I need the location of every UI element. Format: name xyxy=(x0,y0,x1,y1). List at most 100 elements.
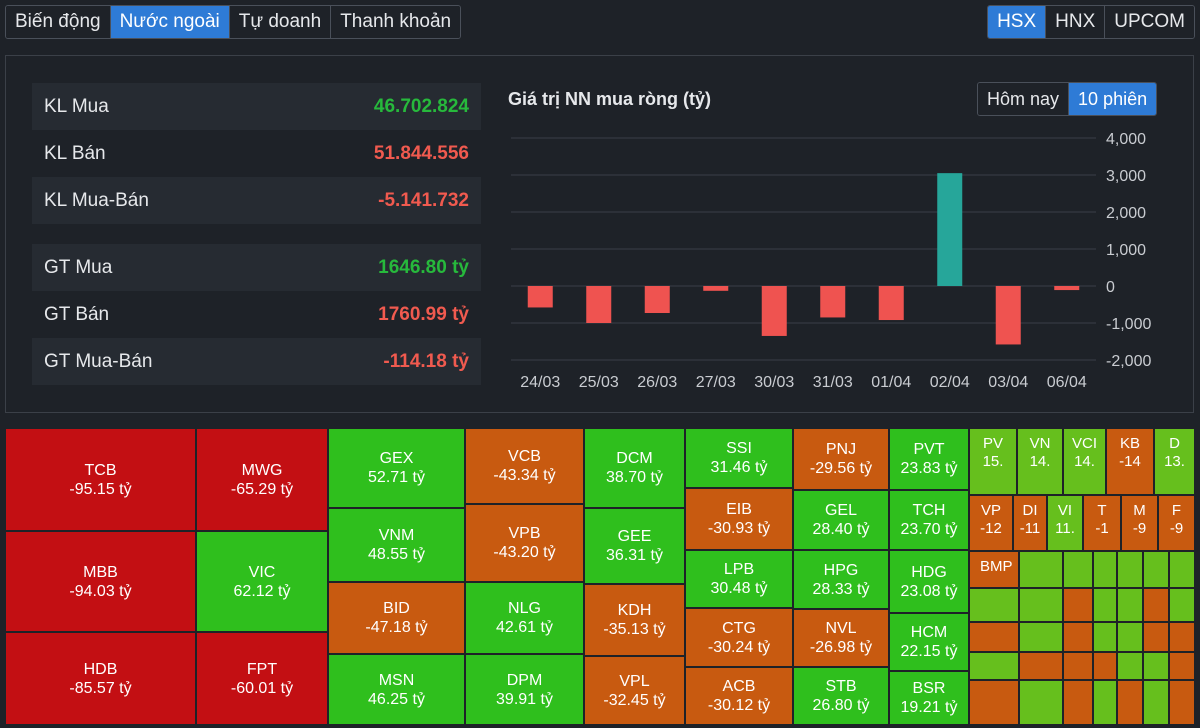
treemap-cell-fpt[interactable]: FPT -60.01 tỷ xyxy=(196,632,328,725)
treemap-cell-small[interactable] xyxy=(1143,652,1169,680)
treemap-cell-vp[interactable]: VP -12 xyxy=(969,495,1013,551)
treemap-cell-small[interactable] xyxy=(1169,551,1195,588)
treemap-cell-small[interactable] xyxy=(1143,622,1169,652)
bar-25/03[interactable] xyxy=(586,286,612,323)
treemap-cell-vn[interactable]: VN 14. xyxy=(1017,428,1063,495)
treemap-cell-small[interactable] xyxy=(969,680,1019,725)
tab-bien-dong[interactable]: Biến động xyxy=(6,6,111,38)
treemap-cell-gex[interactable]: GEX 52.71 tỷ xyxy=(328,428,465,508)
bar-30/03[interactable] xyxy=(761,286,787,336)
tab-hsx[interactable]: HSX xyxy=(988,6,1047,38)
tab-hnx[interactable]: HNX xyxy=(1046,6,1106,38)
treemap-cell-ssi[interactable]: SSI 31.46 tỷ xyxy=(685,428,793,488)
treemap-cell-small[interactable] xyxy=(1169,680,1195,725)
treemap-cell-small[interactable] xyxy=(1093,588,1117,622)
treemap-cell-vic[interactable]: VIC 62.12 tỷ xyxy=(196,531,328,632)
treemap-cell-m[interactable]: M -9 xyxy=(1121,495,1158,551)
treemap-cell-tcb[interactable]: TCB -95.15 tỷ xyxy=(5,428,196,531)
tab-today[interactable]: Hôm nay xyxy=(978,83,1070,115)
treemap-cell-mwg[interactable]: MWG -65.29 tỷ xyxy=(196,428,328,531)
treemap-cell-bid[interactable]: BID -47.18 tỷ xyxy=(328,582,465,654)
treemap-cell-small[interactable] xyxy=(1019,680,1063,725)
tab-thanh-khoan[interactable]: Thanh khoản xyxy=(331,6,461,38)
bar-26/03[interactable] xyxy=(644,286,670,314)
treemap-cell-kdh[interactable]: KDH -35.13 tỷ xyxy=(584,584,685,656)
treemap-cell-vcb[interactable]: VCB -43.34 tỷ xyxy=(465,428,584,504)
treemap-cell-small[interactable] xyxy=(1063,652,1093,680)
tab-upcom[interactable]: UPCOM xyxy=(1105,6,1194,38)
treemap-cell-small[interactable] xyxy=(1093,622,1117,652)
treemap-cell-gee[interactable]: GEE 36.31 tỷ xyxy=(584,508,685,584)
treemap-cell-eib[interactable]: EIB -30.93 tỷ xyxy=(685,488,793,550)
treemap-cell-small[interactable] xyxy=(1143,551,1169,588)
treemap-cell-vi[interactable]: VI 11. xyxy=(1047,495,1083,551)
treemap-cell-small[interactable] xyxy=(1093,551,1117,588)
treemap-cell-small[interactable] xyxy=(1019,622,1063,652)
treemap-cell-dpm[interactable]: DPM 39.91 tỷ xyxy=(465,654,584,725)
treemap-cell-small[interactable] xyxy=(1117,622,1143,652)
bar-24/03[interactable] xyxy=(527,286,553,308)
treemap-cell-small[interactable] xyxy=(1063,551,1093,588)
bar-31/03[interactable] xyxy=(820,286,846,318)
treemap-cell-small[interactable] xyxy=(1063,622,1093,652)
treemap-cell-vci[interactable]: VCI 14. xyxy=(1063,428,1106,495)
treemap-cell-kb[interactable]: KB -14 xyxy=(1106,428,1154,495)
treemap-cell-small[interactable] xyxy=(1063,680,1093,725)
treemap-cell-mbb[interactable]: MBB -94.03 tỷ xyxy=(5,531,196,632)
treemap-cell-small[interactable] xyxy=(1019,588,1063,622)
treemap-cell-pv[interactable]: PV 15. xyxy=(969,428,1017,495)
treemap-cell-small[interactable] xyxy=(1093,652,1117,680)
treemap-cell-t[interactable]: T -1 xyxy=(1083,495,1121,551)
treemap-cell-d[interactable]: D 13. xyxy=(1154,428,1195,495)
treemap-cell-f[interactable]: F -9 xyxy=(1158,495,1195,551)
treemap-cell-vpl[interactable]: VPL -32.45 tỷ xyxy=(584,656,685,725)
treemap-cell-pnj[interactable]: PNJ -29.56 tỷ xyxy=(793,428,889,490)
treemap-cell-gel[interactable]: GEL 28.40 tỷ xyxy=(793,490,889,550)
treemap-cell-dcm[interactable]: DCM 38.70 tỷ xyxy=(584,428,685,508)
treemap-cell-pvt[interactable]: PVT 23.83 tỷ xyxy=(889,428,969,490)
tab-10-sessions[interactable]: 10 phiên xyxy=(1069,83,1157,115)
treemap-cell-small[interactable] xyxy=(1117,588,1143,622)
treemap-cell-small[interactable] xyxy=(1143,680,1169,725)
treemap-cell-small[interactable] xyxy=(969,652,1019,680)
treemap-cell-small[interactable] xyxy=(1093,680,1117,725)
treemap-cell-small[interactable] xyxy=(1169,652,1195,680)
treemap-cell-nlg[interactable]: NLG 42.61 tỷ xyxy=(465,582,584,654)
treemap-cell-small[interactable] xyxy=(969,622,1019,652)
treemap-cell-small[interactable] xyxy=(969,588,1019,622)
treemap-cell-small[interactable] xyxy=(1117,652,1143,680)
treemap-cell-di[interactable]: DI -11 xyxy=(1013,495,1047,551)
treemap-cell-small[interactable] xyxy=(1019,551,1063,588)
treemap-cell-small[interactable] xyxy=(1169,622,1195,652)
treemap-cell-small[interactable] xyxy=(1019,652,1063,680)
treemap-cell-tch[interactable]: TCH 23.70 tỷ xyxy=(889,490,969,550)
bar-06/04[interactable] xyxy=(1054,286,1080,291)
treemap-cell-hpg[interactable]: HPG 28.33 tỷ xyxy=(793,550,889,609)
bar-03/04[interactable] xyxy=(995,286,1021,345)
treemap-cell-acb[interactable]: ACB -30.12 tỷ xyxy=(685,667,793,725)
treemap-cell-bmp[interactable]: BMP xyxy=(969,551,1019,588)
tab-nuoc-ngoai[interactable]: Nước ngoài xyxy=(110,6,230,38)
treemap-cell-vpb[interactable]: VPB -43.20 tỷ xyxy=(465,504,584,582)
treemap-cell-stb[interactable]: STB 26.80 tỷ xyxy=(793,667,889,725)
treemap-cell-small[interactable] xyxy=(1169,588,1195,622)
treemap-cell-msn[interactable]: MSN 46.25 tỷ xyxy=(328,654,465,725)
treemap-cell-small[interactable] xyxy=(1117,680,1143,725)
tab-tu-doanh[interactable]: Tự doanh xyxy=(229,6,332,38)
symbol-label: VCI xyxy=(1071,435,1097,452)
bar-27/03[interactable] xyxy=(703,286,729,291)
treemap-cell-small[interactable] xyxy=(1117,551,1143,588)
treemap-cell-small[interactable] xyxy=(1143,588,1169,622)
treemap-cell-vnm[interactable]: VNM 48.55 tỷ xyxy=(328,508,465,582)
treemap-cell-hdg[interactable]: HDG 23.08 tỷ xyxy=(889,550,969,613)
treemap-cell-hcm[interactable]: HCM 22.15 tỷ xyxy=(889,613,969,671)
bar-01/04[interactable] xyxy=(878,286,904,321)
treemap-cell-bsr[interactable]: BSR 19.21 tỷ xyxy=(889,671,969,725)
treemap-cell-small[interactable] xyxy=(1063,588,1093,622)
treemap-cell-nvl[interactable]: NVL -26.98 tỷ xyxy=(793,609,889,667)
treemap-cell-lpb[interactable]: LPB 30.48 tỷ xyxy=(685,550,793,608)
treemap-cell-hdb[interactable]: HDB -85.57 tỷ xyxy=(5,632,196,725)
bar-02/04[interactable] xyxy=(937,173,963,286)
treemap-cell-ctg[interactable]: CTG -30.24 tỷ xyxy=(685,608,793,667)
net-value-label: 52.71 tỷ xyxy=(368,469,425,486)
